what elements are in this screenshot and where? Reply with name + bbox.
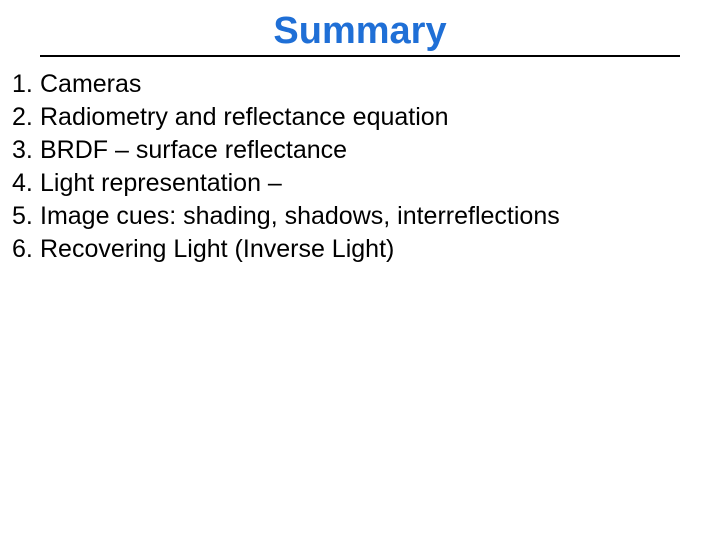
list-number: 5. [12,201,40,232]
list-number: 1. [12,69,40,100]
list-number: 4. [12,168,40,199]
list-item: 1. Cameras [12,69,720,100]
slide: Summary 1. Cameras 2. Radiometry and ref… [0,10,720,540]
summary-list: 1. Cameras 2. Radiometry and reflectance… [12,69,720,265]
list-text: Light representation – [40,168,282,199]
list-item: 5. Image cues: shading, shadows, interre… [12,201,720,232]
list-text: BRDF – surface reflectance [40,135,347,166]
title-underline: Summary [40,10,680,57]
list-item: 3. BRDF – surface reflectance [12,135,720,166]
list-text: Cameras [40,69,141,100]
list-text: Recovering Light (Inverse Light) [40,234,394,265]
list-item: 6. Recovering Light (Inverse Light) [12,234,720,265]
list-number: 6. [12,234,40,265]
list-text: Image cues: shading, shadows, interrefle… [40,201,560,232]
list-number: 2. [12,102,40,133]
list-text: Radiometry and reflectance equation [40,102,449,133]
list-item: 4. Light representation – [12,168,720,199]
list-item: 2. Radiometry and reflectance equation [12,102,720,133]
page-title: Summary [273,10,446,53]
list-number: 3. [12,135,40,166]
